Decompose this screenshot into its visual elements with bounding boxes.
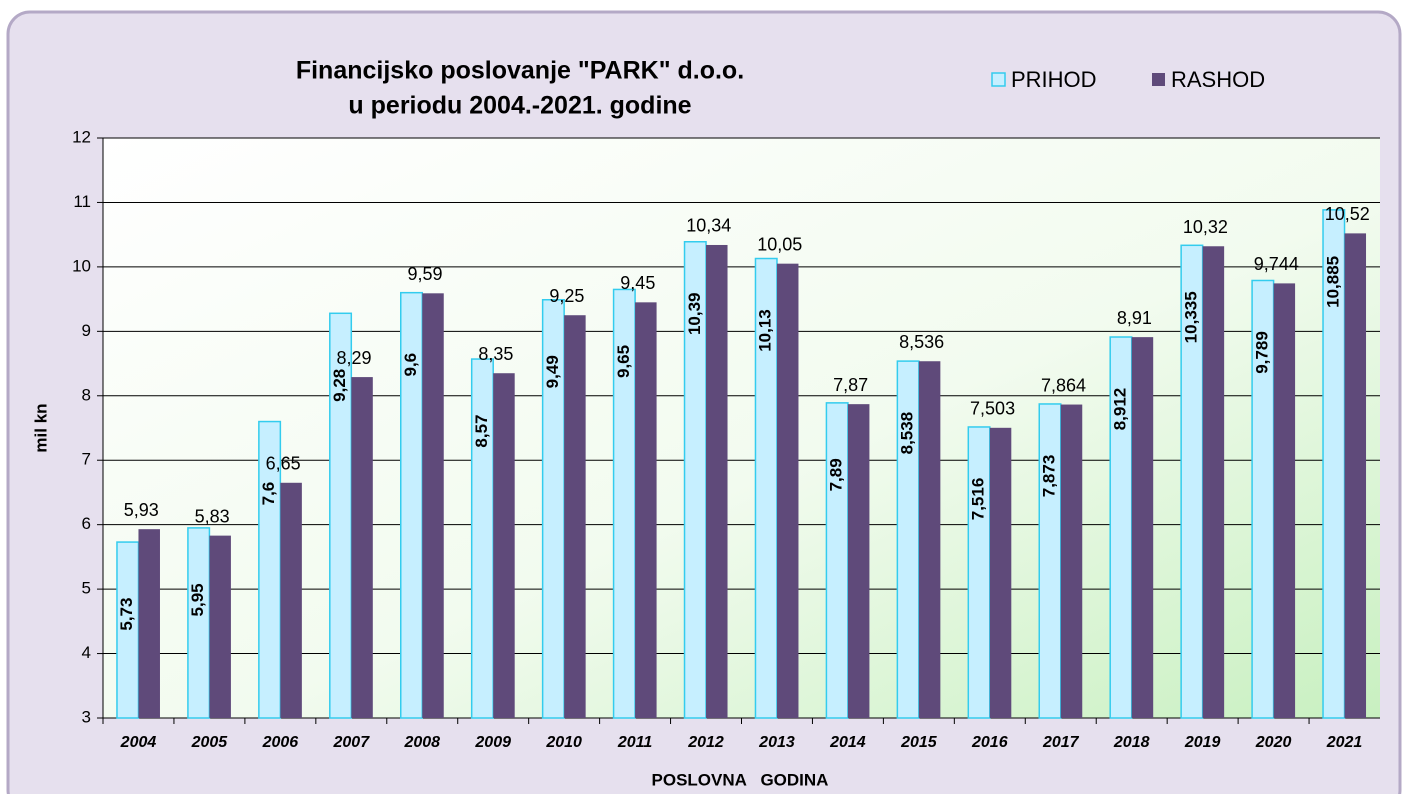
- value-label: 10,39: [685, 292, 704, 335]
- value-label: 8,91: [1117, 308, 1152, 328]
- x-tick-label: 2019: [1184, 734, 1221, 751]
- value-label: 7,89: [827, 458, 846, 491]
- value-label: 7,516: [969, 478, 988, 521]
- legend-swatch: [1152, 73, 1165, 86]
- bar: [1202, 246, 1225, 718]
- value-label: 8,536: [899, 332, 944, 352]
- legend-swatch: [991, 72, 1006, 87]
- chart-title: Financijsko poslovanje "PARK" d.o.o.: [296, 57, 744, 85]
- value-label: 10,34: [686, 216, 731, 236]
- bar: [280, 482, 302, 718]
- value-label: 5,83: [195, 506, 230, 526]
- value-label: 6,65: [266, 454, 301, 474]
- x-tick-label: 2021: [1326, 734, 1363, 751]
- x-tick-label: 2020: [1255, 734, 1292, 751]
- y-tick-label: 11: [73, 192, 91, 211]
- value-label: 9,25: [549, 286, 584, 306]
- bar: [422, 293, 444, 718]
- value-label: 7,873: [1039, 455, 1058, 498]
- x-tick-label: 2005: [191, 734, 229, 751]
- value-label: 5,93: [124, 500, 159, 520]
- y-tick-label: 7: [82, 450, 91, 469]
- value-label: 9,49: [543, 355, 562, 388]
- bar: [1131, 337, 1154, 718]
- value-label: 10,335: [1181, 291, 1200, 343]
- bar: [825, 402, 849, 719]
- x-tick-label: 2011: [617, 734, 653, 751]
- x-tick-label: 2016: [971, 734, 1008, 751]
- bar: [1038, 403, 1062, 719]
- bar: [351, 377, 373, 718]
- x-tick-label: 2012: [687, 734, 724, 751]
- y-tick-label: 6: [82, 514, 91, 533]
- x-tick-label: 2013: [758, 734, 795, 751]
- x-tick-label: 2009: [474, 734, 511, 751]
- value-label: 10,52: [1325, 204, 1370, 224]
- x-axis-label: POSLOVNA GODINA: [652, 770, 829, 789]
- value-label: 8,538: [898, 412, 917, 455]
- value-label: 8,29: [337, 348, 372, 368]
- chart-subtitle: u periodu 2004.-2021. godine: [348, 92, 691, 120]
- value-label: 9,6: [401, 353, 420, 377]
- value-label: 7,6: [259, 482, 278, 506]
- bar: [138, 529, 160, 718]
- y-tick-label: 4: [82, 643, 91, 662]
- y-tick-label: 10: [72, 256, 91, 275]
- value-label: 8,912: [1110, 388, 1129, 431]
- value-label: 9,789: [1252, 331, 1271, 374]
- value-label: 9,744: [1254, 254, 1299, 274]
- y-tick-label: 3: [82, 707, 91, 726]
- bar: [918, 361, 941, 718]
- value-label: 8,57: [472, 414, 491, 447]
- value-label: 7,503: [970, 399, 1015, 419]
- legend-label: PRIHOD: [1011, 67, 1097, 92]
- bar: [470, 358, 494, 719]
- bar: [1273, 283, 1296, 718]
- value-label: 10,13: [756, 309, 775, 352]
- value-label: 9,65: [614, 345, 633, 378]
- value-label: 7,864: [1041, 375, 1086, 395]
- value-label: 5,95: [188, 583, 207, 616]
- bar: [564, 315, 586, 718]
- x-tick-label: 2010: [545, 734, 582, 751]
- x-tick-label: 2018: [1113, 734, 1150, 751]
- value-label: 9,59: [407, 264, 442, 284]
- y-tick-label: 8: [82, 385, 91, 404]
- bar: [635, 302, 657, 718]
- value-label: 10,05: [757, 234, 802, 254]
- y-tick-label: 12: [72, 127, 91, 146]
- value-label: 9,28: [330, 369, 349, 402]
- bar: [989, 427, 1012, 718]
- y-axis-label: mil kn: [31, 403, 50, 452]
- value-label: 7,87: [833, 375, 868, 395]
- bar: [1060, 404, 1083, 718]
- bar: [776, 263, 799, 718]
- bar: [847, 404, 870, 718]
- plot-area: [103, 138, 1380, 718]
- value-label: 9,45: [620, 273, 655, 293]
- bar: [187, 527, 211, 719]
- y-tick-label: 9: [82, 321, 91, 340]
- y-tick-label: 5: [82, 579, 91, 598]
- bar: [967, 426, 991, 719]
- bar: [1344, 233, 1367, 718]
- x-tick-label: 2014: [829, 734, 866, 751]
- x-tick-label: 2017: [1042, 734, 1080, 751]
- x-tick-label: 2007: [333, 734, 371, 751]
- value-label: 10,885: [1323, 256, 1342, 308]
- value-label: 10,32: [1183, 217, 1228, 237]
- legend-label: RASHOD: [1171, 67, 1265, 92]
- x-tick-label: 2008: [403, 734, 440, 751]
- bar: [493, 373, 515, 718]
- x-tick-label: 2004: [120, 734, 157, 751]
- bar: [209, 535, 231, 718]
- value-label: 8,35: [478, 344, 513, 364]
- x-tick-label: 2015: [900, 734, 938, 751]
- bar: [706, 244, 728, 718]
- value-label: 5,73: [117, 598, 136, 631]
- x-tick-label: 2006: [262, 734, 299, 751]
